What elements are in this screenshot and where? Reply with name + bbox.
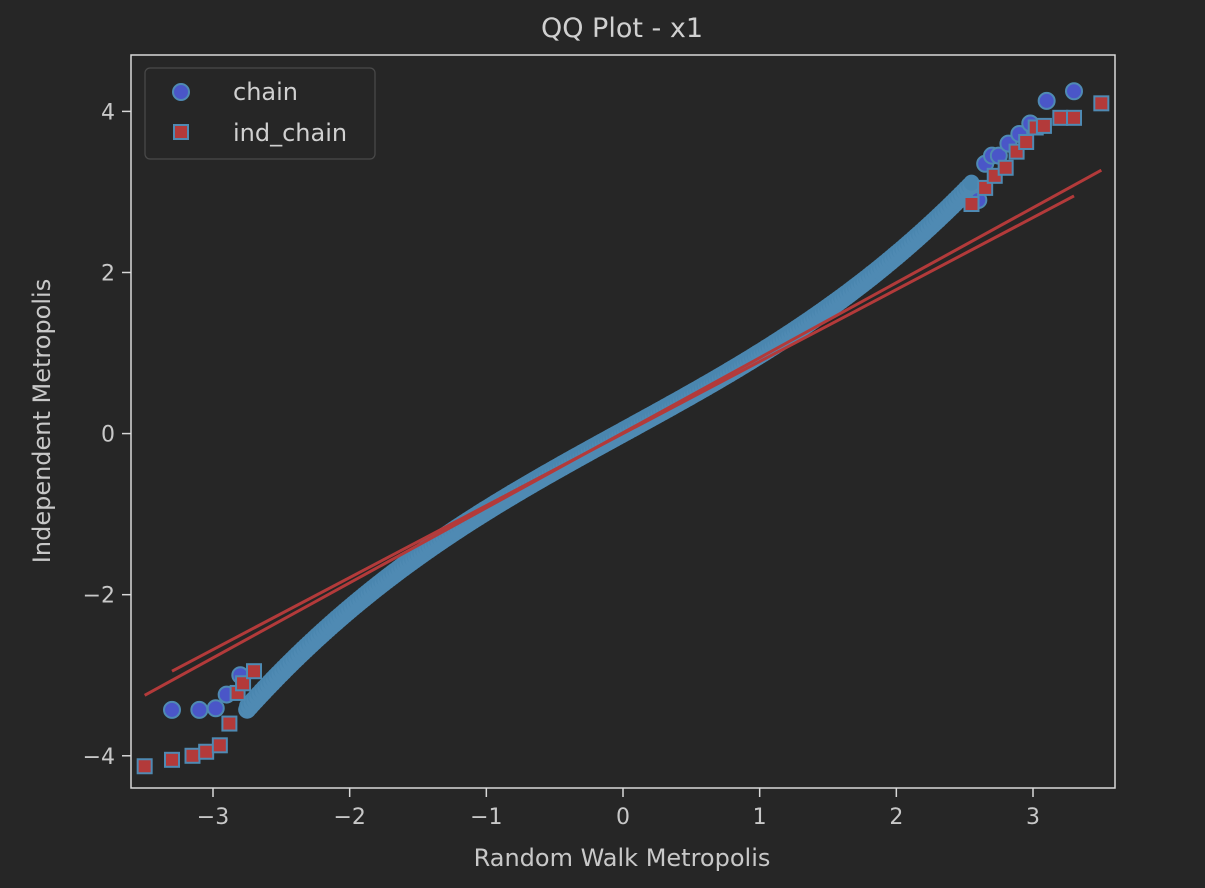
chain-point (190, 700, 209, 719)
ind-chain-point (1066, 109, 1082, 126)
y-tick-label: 0 (101, 423, 115, 448)
x-tick-label: 3 (1026, 805, 1040, 830)
y-tick-label: 2 (101, 261, 115, 286)
ind-chain-point (963, 196, 980, 213)
chart-title: QQ Plot - x1 (541, 13, 703, 44)
x-tick-label: 2 (889, 805, 903, 830)
legend-box (144, 67, 376, 160)
chain-point (206, 699, 225, 718)
fit-lines (143, 168, 1103, 697)
y-tick-label: −4 (83, 745, 115, 770)
x-tick-label: −1 (470, 805, 502, 830)
scatter-points (136, 82, 1110, 775)
chain-point (163, 700, 181, 719)
legend-marker-ind-chain (173, 124, 189, 140)
ind-chain-point (1035, 117, 1052, 134)
ind-chain-point (977, 179, 994, 196)
y-tick-label: −2 (83, 584, 115, 609)
qq-point-cloud (238, 174, 981, 719)
y-tick-label: 4 (101, 100, 115, 125)
x-tick-label: −2 (333, 805, 365, 830)
x-tick-label: 1 (753, 805, 767, 830)
y-axis-label: Independent Metropolis (28, 279, 56, 563)
ind-chain-point (136, 758, 153, 775)
ind-chain-point (1018, 133, 1035, 150)
legend-label-ind-chain: ind_chain (233, 119, 347, 147)
x-tick-label: 0 (616, 805, 630, 830)
fit-line-ind-chain (143, 168, 1103, 697)
ind-chain-point (164, 751, 180, 768)
ind-chain-point (221, 715, 238, 732)
chain-point (1037, 91, 1056, 110)
legend-label-chain: chain (233, 78, 298, 106)
legend: chain ind_chain (144, 67, 376, 160)
ind-chain-point (1093, 95, 1110, 112)
x-tick-label: −3 (197, 805, 229, 830)
ind-chain-point (246, 663, 262, 680)
ind-chain-point (235, 675, 252, 692)
x-axis-label: Random Walk Metropolis (474, 844, 771, 872)
ind-chain-point (184, 747, 201, 764)
ind-chain-point (1052, 109, 1069, 126)
x-axis: −3 −2 −1 0 1 2 3 (197, 788, 1040, 830)
legend-marker-chain (172, 83, 190, 101)
y-axis: −4 −2 0 2 4 (83, 100, 131, 770)
chain-point (1065, 82, 1083, 101)
ind-chain-point (198, 743, 215, 760)
ind-chain-point (211, 737, 228, 754)
ind-chain-point (997, 159, 1014, 176)
qq-cloud-point (963, 174, 980, 191)
